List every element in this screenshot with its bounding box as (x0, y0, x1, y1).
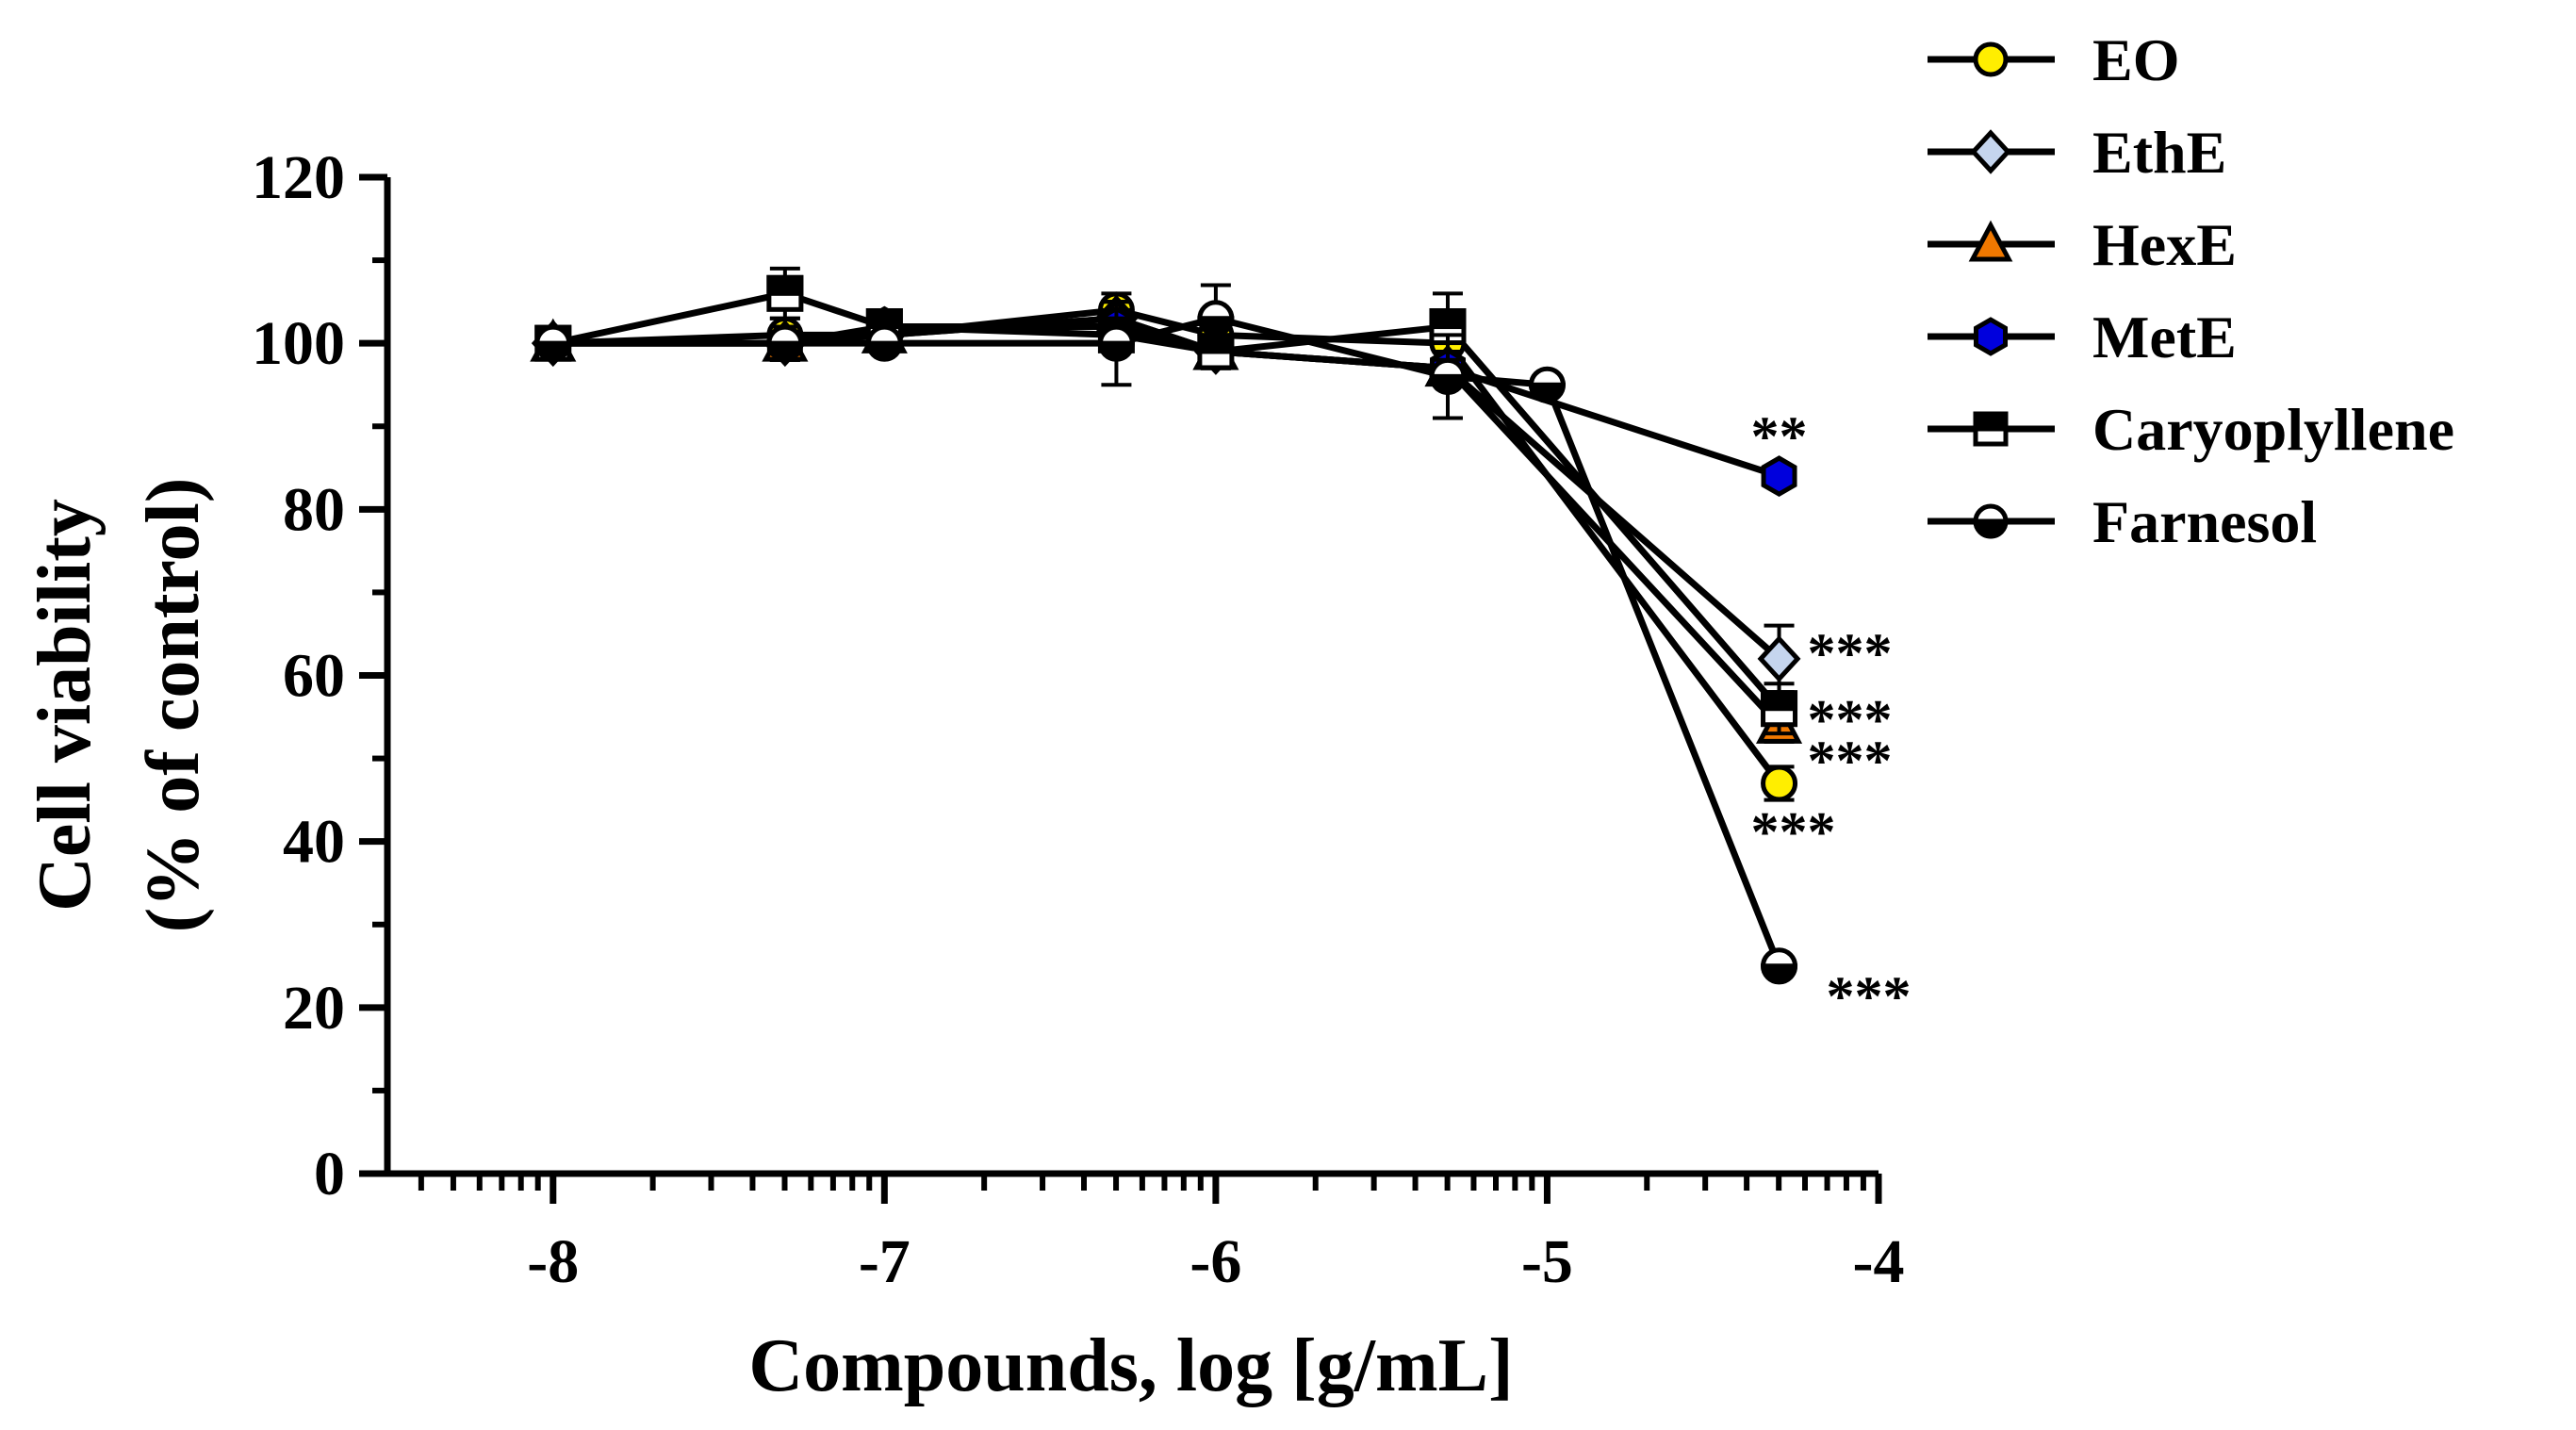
legend-item-farnesol: Farnesol (1928, 488, 2317, 555)
series-points-farnesol (534, 283, 1798, 985)
x-tick-label: -8 (527, 1227, 579, 1296)
legend-item-caryoplyllene: Caryoplyllene (1928, 396, 2454, 463)
marker-fill (1973, 518, 2009, 539)
data-point (1197, 300, 1235, 337)
legend-label: EthE (2092, 119, 2226, 186)
series-line (552, 306, 1782, 786)
marker-fill (766, 274, 804, 296)
marker-fill (1761, 963, 1798, 985)
x-tick-label: -6 (1190, 1227, 1241, 1296)
legend-item-ethe: EthE (1928, 119, 2226, 186)
marker-fill (766, 340, 804, 362)
data-point (1429, 357, 1467, 395)
y-tick-label: 100 (252, 309, 345, 378)
significance-label: *** (1808, 688, 1893, 750)
legend-marker (1970, 129, 2011, 174)
significance-label: ** (1751, 405, 1808, 468)
x-tick-label: -5 (1521, 1227, 1573, 1296)
legend-label: MetE (2092, 304, 2237, 370)
y-tick-label: 0 (314, 1140, 345, 1208)
data-point (534, 324, 572, 362)
series-hexe (552, 315, 1782, 728)
marker-fill (1429, 373, 1467, 395)
series-eo (552, 306, 1782, 786)
x-axis-title: Compounds, log [g/mL] (748, 1324, 1513, 1407)
marker-fill (1761, 690, 1798, 712)
legend-item-eo: EO (1928, 26, 2179, 93)
marker-fill (865, 340, 903, 362)
data-point (865, 324, 903, 362)
y-tick-label: 40 (283, 808, 345, 877)
data-point (1097, 324, 1135, 362)
data-point (1761, 947, 1798, 985)
legend-label: Caryoplyllene (2092, 396, 2454, 463)
y-axis-title-line1: Cell viability (24, 499, 107, 912)
series-line (552, 323, 1780, 480)
series-mete (552, 323, 1780, 480)
marker-fill (534, 340, 572, 362)
marker-fill (1429, 308, 1467, 330)
series-line (552, 315, 1782, 728)
significance-label: *** (1827, 965, 1911, 1027)
significance-label: *** (1808, 622, 1893, 684)
data-point (1761, 764, 1798, 802)
marker-fill (1097, 340, 1135, 362)
data-point (1757, 634, 1801, 682)
data-point (1761, 455, 1797, 498)
series-points-hexe (530, 293, 1803, 744)
legend-marker (1968, 220, 2013, 262)
y-tick-label: 20 (283, 974, 345, 1043)
x-tick-label: -4 (1853, 1227, 1905, 1296)
annotation-layer: ***************** (1751, 405, 1911, 1027)
data-point (766, 324, 804, 362)
data-point (1761, 690, 1798, 728)
legend-marker (1973, 411, 2009, 447)
marker-fill (1973, 411, 2009, 432)
legend-marker (1973, 503, 2009, 539)
y-tick-label: 80 (283, 475, 345, 544)
y-axis-title-line2: (% of control) (132, 478, 215, 933)
significance-label: *** (1808, 730, 1893, 792)
legend-marker (1973, 41, 2009, 77)
marker-fill (1528, 382, 1566, 403)
marker-fill (865, 308, 903, 330)
axes: 0 20 40 60 80 100 120 -8 -7 -6 -5 -4 (252, 143, 1904, 1296)
data-point (1528, 366, 1566, 403)
legend-item-mete: MetE (1928, 304, 2237, 370)
marker-fill (1197, 316, 1235, 337)
legend-label: EO (2092, 26, 2179, 93)
y-tick-label: 120 (252, 143, 345, 212)
series-ethe (552, 315, 1781, 662)
y-tick-label: 60 (283, 642, 345, 711)
series-points-eo (534, 291, 1798, 802)
legend-label: HexE (2092, 211, 2237, 278)
series-line (552, 315, 1781, 662)
series-layer (530, 266, 1803, 985)
data-point (766, 274, 804, 312)
series-points-ethe (531, 294, 1801, 695)
x-tick-label: -7 (859, 1227, 911, 1296)
legend-label: Farnesol (2092, 488, 2317, 555)
significance-label: *** (1751, 801, 1836, 863)
legend: EO EthE HexE MetE Caryoplyllene Farnesol (1928, 26, 2454, 555)
legend-marker (1973, 317, 2009, 356)
legend-item-hexe: HexE (1928, 211, 2237, 278)
